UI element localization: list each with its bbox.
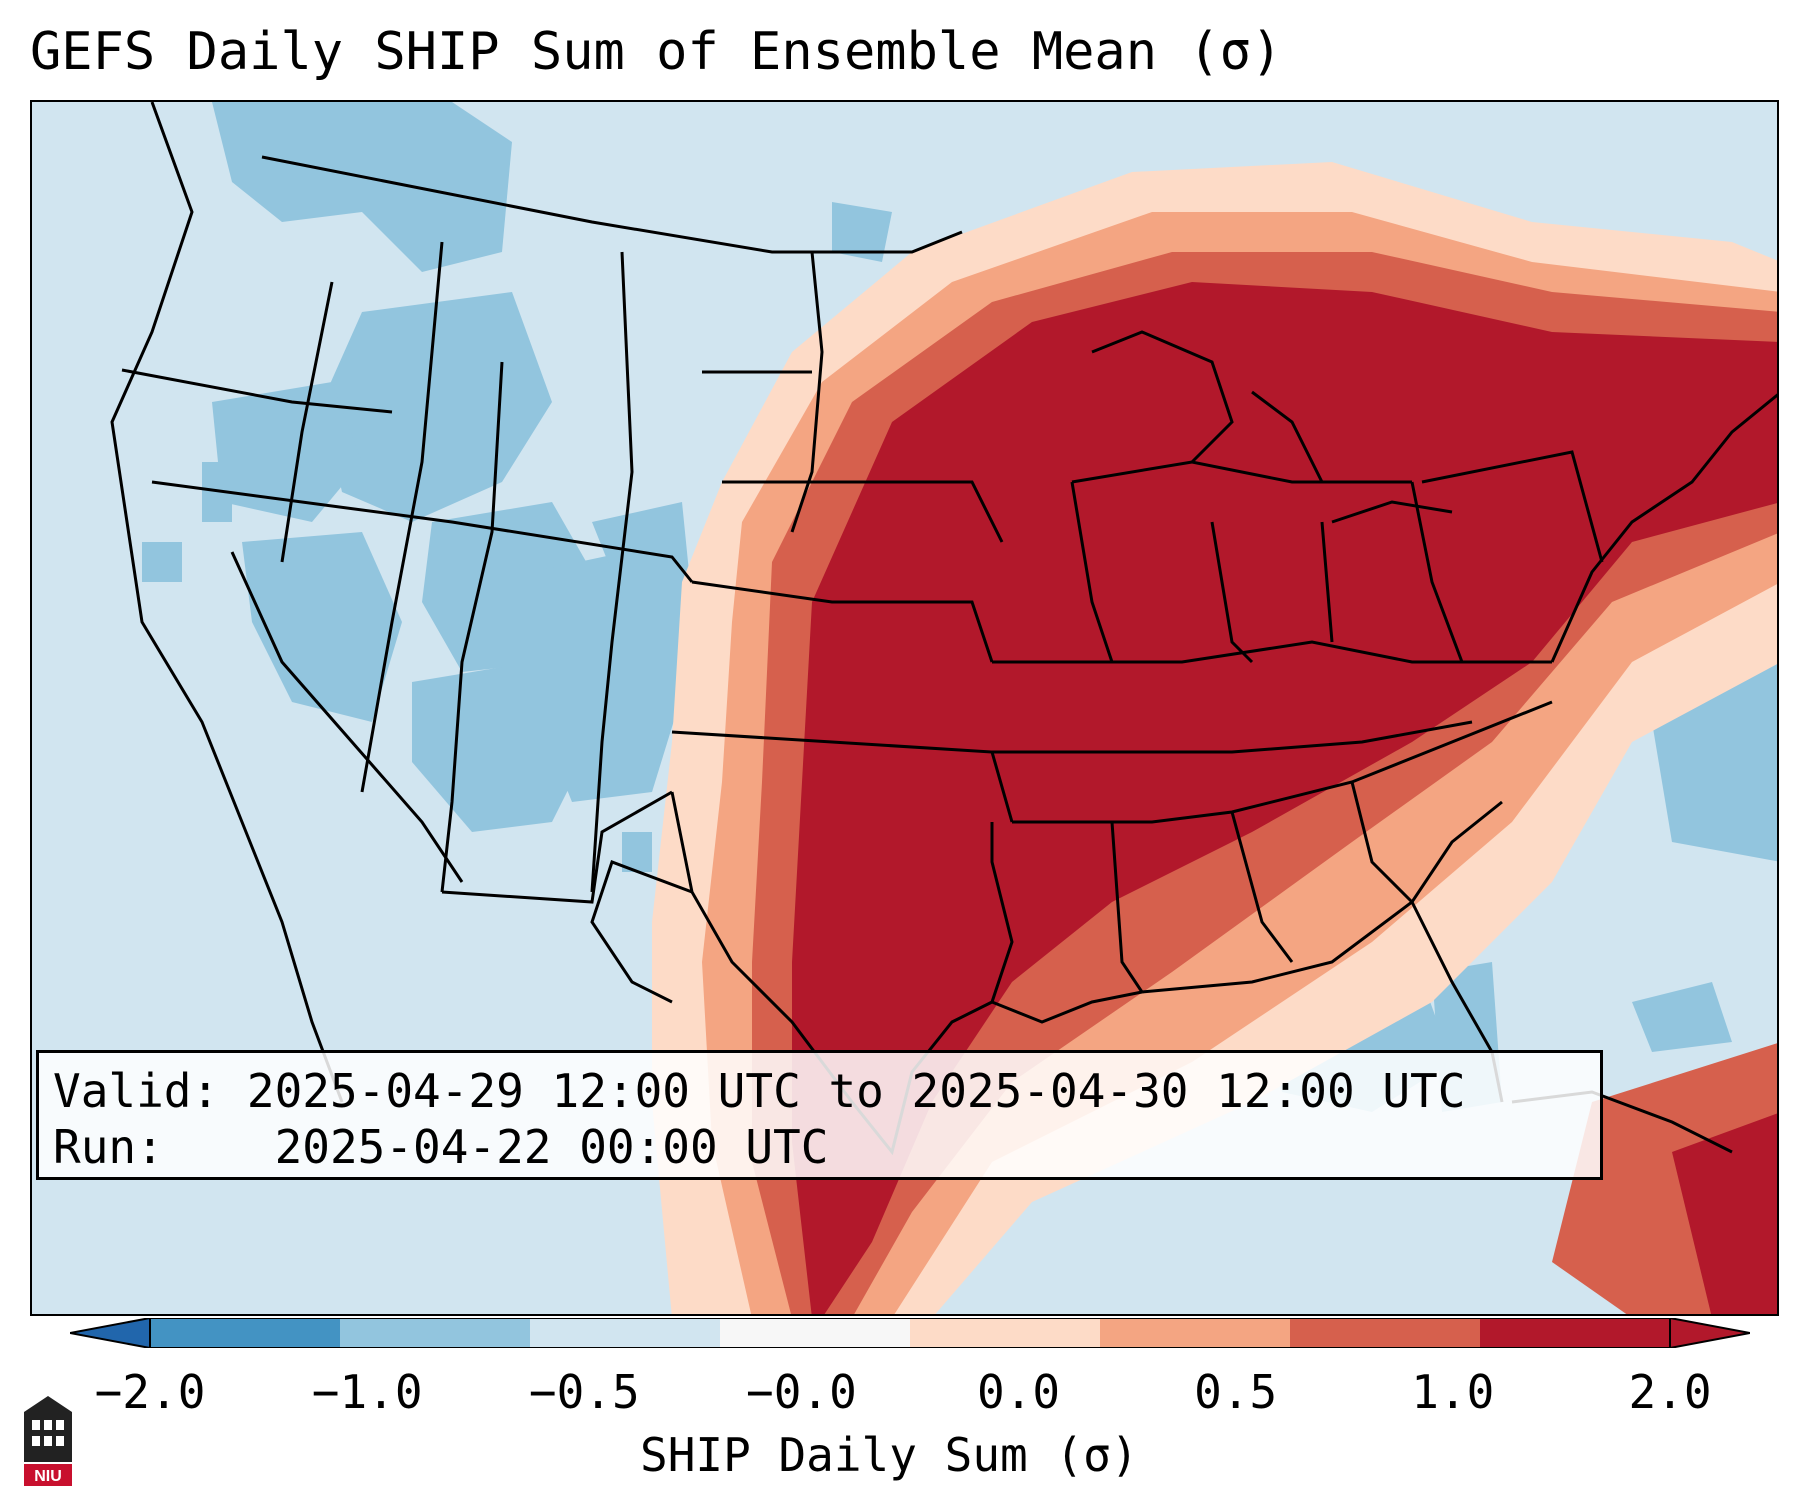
colorbar-segment [340, 1318, 531, 1348]
colorbar-segment [150, 1318, 341, 1348]
niu-logo-icon: NIU [24, 1396, 72, 1486]
colorbar-tick-label: −2.0 [94, 1365, 206, 1419]
pacific-coastline [110, 102, 344, 1103]
valid-run-info-box: Valid: 2025-04-29 12:00 UTC to 2025-04-3… [36, 1050, 1603, 1180]
colorbar-segment [530, 1318, 721, 1348]
run-row: Run: 2025-04-22 00:00 UTC [53, 1119, 1586, 1175]
niu-logo-text: NIU [34, 1468, 62, 1485]
colorbar-segment [1100, 1318, 1291, 1348]
colorbar-tick-label: −0.5 [528, 1365, 640, 1419]
colorbar-segments [150, 1318, 1671, 1348]
great-lakes-outline [1091, 330, 1453, 524]
valid-row: Valid: 2025-04-29 12:00 UTC to 2025-04-3… [53, 1063, 1586, 1119]
northeast-coastline [1550, 393, 1777, 663]
colorbar-tick-label: 2.0 [1628, 1365, 1712, 1419]
colorbar-extend-low [70, 1318, 151, 1348]
colorbar-segment [1290, 1318, 1481, 1348]
map-title: GEFS Daily SHIP Sum of Ensemble Mean (σ) [30, 22, 1283, 82]
colorbar-tick-label: −0.0 [746, 1365, 857, 1419]
run-label: Run: [53, 1120, 164, 1174]
colorbar-tick-label: −1.0 [311, 1365, 423, 1419]
run-value: 2025-04-22 00:00 UTC [274, 1120, 829, 1174]
colorbar-segment [720, 1318, 911, 1348]
colorbar-tick-label: 0.0 [977, 1365, 1061, 1419]
colorbar-segment [910, 1318, 1101, 1348]
northern-tier-line [121, 368, 393, 414]
colorbar-tick-label: 0.5 [1194, 1365, 1278, 1419]
state-boundaries [110, 102, 1777, 1156]
valid-label: Valid: [53, 1064, 220, 1118]
colorbar-extend-high [1669, 1318, 1750, 1348]
canada-border [261, 155, 963, 254]
colorbar-segment [1480, 1318, 1671, 1348]
colorbar-label: SHIP Daily Sum (σ) [640, 1428, 1139, 1482]
colorbar [70, 1318, 1750, 1348]
valid-value: 2025-04-29 12:00 UTC to 2025-04-30 12:00… [246, 1064, 1466, 1118]
colorbar-tick-label: 1.0 [1411, 1365, 1495, 1419]
